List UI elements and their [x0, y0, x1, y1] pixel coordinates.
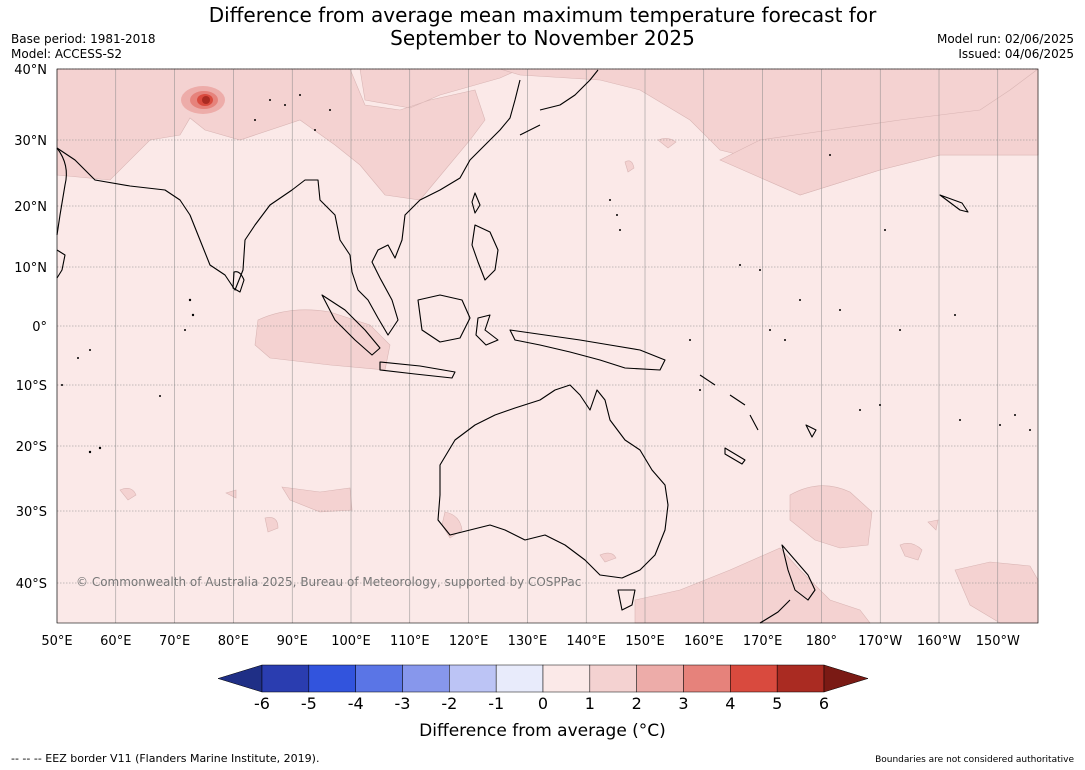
anomaly-shading [56, 68, 1039, 624]
colorbar-tick: -1 [488, 694, 504, 713]
latitude-labels: 40°N 30°N 20°N 10°N 0° 10°S 20°S 30°S 40°S [14, 63, 47, 592]
boundary-disclaimer: Boundaries are not considered authoritat… [875, 755, 1074, 765]
lon-label: 150°W [976, 634, 1020, 649]
issued-date: Issued: 04/06/2025 [958, 47, 1074, 61]
lon-label: 170°W [858, 634, 902, 649]
lon-label: 50°E [41, 634, 72, 649]
map-frame [56, 68, 1039, 624]
coastlines [56, 69, 969, 624]
graticule [56, 68, 1038, 623]
lon-label: 80°E [218, 634, 249, 649]
colorbar-segment [589, 664, 637, 693]
colorbar-tick: -6 [254, 694, 270, 713]
lon-label: 90°E [277, 634, 308, 649]
lat-label: 10°S [16, 379, 47, 394]
lon-label: 60°E [100, 634, 131, 649]
lat-label: 40°S [16, 577, 47, 592]
lon-label: 70°E [159, 634, 190, 649]
colorbar-segment [355, 664, 403, 693]
colorbar-label: Difference from average (°C) [419, 721, 666, 741]
colorbar-tick: -2 [441, 694, 457, 713]
colorbar-segment [636, 664, 684, 693]
lon-label: 130°E [508, 634, 548, 649]
meta-right: Model run: 02/06/2025 Issued: 04/06/2025 [937, 32, 1074, 62]
lon-label: 180° [806, 634, 837, 649]
eez-note: -- -- -- EEZ border V11 (Flanders Marine… [11, 752, 320, 765]
lat-label: 0° [32, 320, 47, 335]
lat-label: 10°N [14, 261, 47, 276]
lat-label: 20°S [16, 440, 47, 455]
lon-label: 170°E [743, 634, 783, 649]
colorbar-tick: 4 [725, 694, 735, 713]
title-line-1: Difference from average mean maximum tem… [208, 3, 877, 27]
lat-label: 20°N [14, 200, 47, 215]
small-islands [61, 94, 1031, 454]
colorbar-segment [542, 664, 591, 693]
anomaly-hotspot [181, 86, 225, 114]
model-name: Model: ACCESS-S2 [11, 47, 123, 61]
model-run: Model run: 02/06/2025 [936, 32, 1074, 46]
colorbar-tick: 2 [632, 694, 642, 713]
meta-left: Base period: 1981-2018 Model: ACCESS-S2 [11, 32, 156, 62]
colorbar [217, 664, 869, 693]
colorbar-segment [730, 664, 778, 693]
lon-label: 150°E [625, 634, 665, 649]
longitude-labels: 50°E 60°E 70°E 80°E 90°E 100°E 110°E 120°E 130°E… [41, 634, 1020, 649]
colorbar-tick: 1 [585, 694, 595, 713]
lon-label: 160°E [684, 634, 724, 649]
title-line-2: September to November 2025 [390, 26, 695, 50]
lon-label: 160°W [917, 634, 961, 649]
lon-label: 120°E [449, 634, 489, 649]
colorbar-segment [402, 664, 450, 693]
colorbar-tick: 6 [819, 694, 829, 713]
lat-label: 30°N [14, 134, 47, 149]
base-period: Base period: 1981-2018 [11, 32, 156, 46]
colorbar-tick: 3 [678, 694, 688, 713]
colorbar-segment [449, 664, 497, 693]
copyright-text: © Commonwealth of Australia 2025, Bureau… [76, 575, 581, 589]
colorbar-tick: 5 [772, 694, 782, 713]
map-title: Difference from average mean maximum tem… [0, 4, 1085, 50]
colorbar-segment [683, 664, 731, 693]
colorbar-extend-high [823, 664, 869, 693]
colorbar-ticks: -6 -5 -4 -3 -2 -1 0 1 2 3 4 5 6 [254, 694, 829, 713]
colorbar-segment [495, 664, 544, 693]
lat-label: 40°N [14, 63, 47, 78]
lon-label: 140°E [566, 634, 606, 649]
colorbar-segment [776, 664, 825, 693]
lon-label: 100°E [331, 634, 371, 649]
colorbar-tick: 0 [538, 694, 548, 713]
colorbar-tick: -4 [348, 694, 364, 713]
colorbar-segment [261, 664, 310, 693]
lon-label: 110°E [390, 634, 430, 649]
lat-label: 30°S [16, 505, 47, 520]
colorbar-segment [308, 664, 356, 693]
colorbar-tick: -3 [395, 694, 411, 713]
colorbar-extend-low [217, 664, 263, 693]
colorbar-tick: -5 [301, 694, 317, 713]
